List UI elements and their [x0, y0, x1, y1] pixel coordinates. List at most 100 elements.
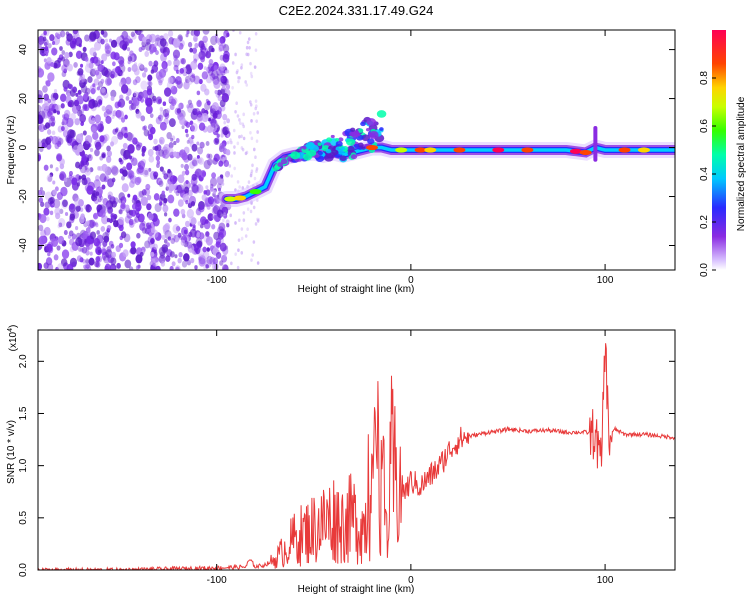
- spectrogram-noise-dot: [57, 137, 64, 145]
- spectrogram-noise-dot: [51, 47, 58, 56]
- spectrogram-noise-dot: [95, 256, 101, 263]
- spectrogram-noise-dot: [201, 112, 209, 123]
- spectrogram-noise-dot: [101, 53, 108, 62]
- spectrogram-noise-dot: [186, 259, 192, 266]
- spectrogram-noise-dot: [248, 45, 251, 50]
- spectrogram-noise-dot: [207, 63, 214, 71]
- spectrogram-blob: [326, 137, 333, 143]
- spectrogram-noise-dot: [85, 161, 89, 166]
- spectrogram-noise-dot: [169, 265, 174, 270]
- spectrogram-hotspot: [366, 144, 379, 151]
- spectrogram-noise-dot: [187, 189, 193, 197]
- spectrogram-noise-dot: [84, 233, 88, 239]
- spectrogram-noise-dot: [197, 62, 204, 70]
- spectrogram-noise-dot: [67, 83, 73, 90]
- spectrogram-noise-dot: [189, 182, 194, 188]
- spectrogram-noise-dot: [93, 41, 102, 51]
- spectrogram-noise-dot: [41, 142, 46, 149]
- snr-multiplier-exp: 4: [7, 328, 14, 332]
- spectrogram-noise-dot: [82, 130, 87, 136]
- spectrogram-noise-dot: [159, 38, 167, 47]
- spectrogram-noise-dot: [149, 113, 154, 119]
- spectrogram-hotspot: [637, 147, 650, 153]
- spectrogram-noise-dot: [186, 208, 194, 219]
- spectrogram-noise-dot: [238, 30, 242, 35]
- spectrogram-noise-dot: [70, 112, 76, 121]
- spectrogram-noise-dot: [118, 242, 124, 249]
- spectrogram-noise-dot: [236, 180, 240, 184]
- spectrogram-noise-dot: [47, 176, 53, 182]
- spectrogram-noise-dot: [132, 218, 137, 224]
- spectrogram-noise-dot: [231, 85, 234, 90]
- spectrogram-noise-dot: [45, 136, 52, 145]
- spectrogram-noise-dot: [239, 121, 242, 125]
- spectrogram-noise-dot: [219, 63, 226, 71]
- spectrogram-noise-dot: [215, 251, 222, 259]
- spectrogram-noise-dot: [53, 109, 57, 114]
- spectrogram-noise-dot: [247, 37, 251, 41]
- colorbar: 0.0 0.2 0.4 0.6 0.8 Normalized spectral ampl…: [699, 30, 747, 277]
- spectrogram-xtick-label: 0: [408, 275, 414, 286]
- spectrogram-blob: [365, 127, 371, 132]
- spectrogram-noise-dot: [250, 119, 253, 123]
- spectrogram-noise-dot: [116, 110, 125, 120]
- spectrogram-noise-dot: [138, 47, 143, 53]
- spectrogram-noise-dot: [169, 175, 177, 185]
- spectrogram-noise-dot: [54, 142, 60, 150]
- spectrogram-noise-dot: [95, 175, 100, 182]
- spectrogram-noise-dot: [94, 221, 98, 226]
- spectrogram-noise-dot: [108, 38, 113, 43]
- spectrogram-noise-dot: [43, 226, 51, 236]
- spectrogram-noise-dot: [227, 171, 230, 175]
- spectrogram-noise-dot: [133, 62, 138, 67]
- spectrogram-noise-dot: [75, 237, 83, 247]
- spectrogram-noise-dot: [186, 241, 193, 249]
- spectrogram-noise-dot: [169, 251, 175, 258]
- spectrogram-noise-dot: [105, 104, 113, 115]
- spectrogram-noise-dot: [162, 204, 169, 213]
- spectrogram-noise-dot: [177, 257, 182, 264]
- spectrogram-noise-dot: [106, 246, 112, 253]
- spectrogram-noise-dot: [161, 190, 165, 195]
- spectrogram-noise-dot: [102, 246, 106, 251]
- spectrogram-noise-dot: [42, 36, 47, 42]
- spectrogram-noise-dot: [167, 147, 174, 156]
- spectrogram-hotspot: [424, 147, 437, 153]
- spectrogram-noise-dot: [159, 109, 166, 118]
- spectrogram-noise-dot: [219, 242, 227, 252]
- spectrogram-noise-dot: [212, 189, 217, 195]
- spectrogram-noise-dot: [238, 135, 241, 139]
- spectrogram-noise-dot: [130, 209, 137, 217]
- spectrogram-noise-dot: [110, 96, 115, 102]
- spectrogram-noise-dot: [180, 58, 186, 65]
- spectrogram-noise-dot: [137, 165, 144, 174]
- spectrogram-noise-dot: [133, 91, 138, 97]
- spectrogram-noise-dot: [162, 170, 166, 175]
- spectrogram-noise-dot: [186, 77, 193, 86]
- spectrogram-noise-dot: [120, 196, 127, 204]
- spectrogram-noise-dot: [97, 123, 104, 133]
- spectrogram-noise-dot: [96, 86, 101, 91]
- spectrogram-noise-dot: [113, 197, 119, 205]
- spectrogram-noise-dot: [230, 140, 233, 145]
- spectrogram-noise-dot: [191, 184, 199, 194]
- spectrogram-blob: [335, 141, 343, 147]
- spectrogram-noise-dot: [198, 256, 202, 261]
- spectrogram-noise-dot: [135, 76, 141, 84]
- spectrogram-noise-dot: [90, 126, 97, 134]
- spectrogram-noise-dot: [255, 104, 258, 108]
- spectrogram-noise-dot: [249, 130, 252, 135]
- spectrogram-noise-dot: [205, 51, 211, 59]
- spectrogram-noise-dot: [49, 34, 55, 42]
- spectrogram-noise-dot: [234, 52, 237, 57]
- spectrogram-noise-dot: [117, 101, 122, 108]
- spectrogram-noise-dot: [118, 209, 122, 214]
- spectrogram-noise-dot: [127, 55, 133, 62]
- spectrogram-noise-dot: [142, 72, 147, 78]
- spectrogram-noise-dot: [40, 201, 45, 208]
- spectrogram-noise-dot: [185, 33, 189, 38]
- spectrogram-noise-dot: [117, 131, 124, 140]
- spectrogram-noise-dot: [104, 171, 108, 176]
- spectrogram-noise-dot: [238, 185, 241, 189]
